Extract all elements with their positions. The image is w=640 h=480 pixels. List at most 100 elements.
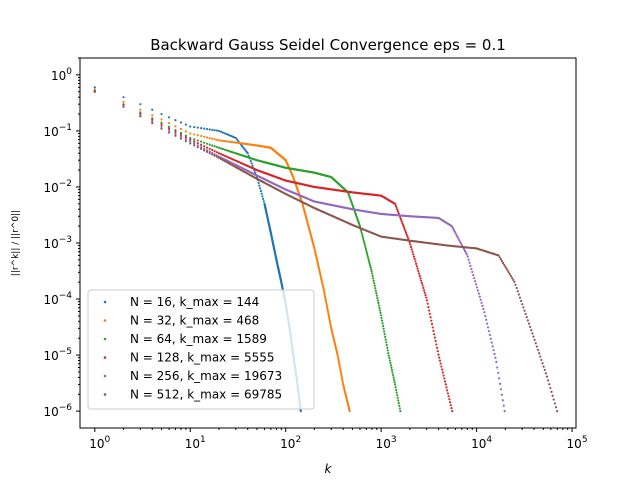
legend-box	[87, 289, 315, 410]
data-point	[196, 142, 199, 145]
data-point	[215, 151, 218, 154]
data-point	[554, 406, 558, 409]
data-point	[213, 153, 216, 156]
data-point	[406, 235, 409, 238]
data-point	[184, 136, 187, 139]
data-point	[122, 100, 125, 103]
data-point	[379, 314, 383, 317]
data-point	[338, 365, 341, 368]
data-point	[382, 327, 385, 330]
data-point	[454, 232, 457, 235]
data-point	[167, 125, 171, 128]
data-point	[225, 160, 228, 164]
data-point	[514, 283, 517, 286]
data-point	[492, 349, 495, 352]
data-point	[534, 342, 537, 345]
data-point	[184, 134, 187, 137]
data-point	[503, 410, 506, 413]
data-point	[193, 138, 196, 141]
data-point	[526, 319, 529, 322]
data-point	[327, 314, 330, 317]
data-point	[341, 377, 344, 381]
data-point	[502, 261, 505, 265]
data-point	[205, 146, 209, 149]
data-point	[336, 353, 339, 356]
data-point	[484, 314, 487, 318]
data-point	[412, 255, 416, 258]
data-point	[227, 160, 230, 163]
data-point	[474, 283, 478, 286]
data-point	[336, 355, 339, 358]
data-point	[518, 296, 522, 299]
data-point	[221, 158, 225, 162]
x-tick-label: 105	[567, 435, 588, 451]
data-point	[399, 218, 403, 221]
data-point	[380, 319, 384, 322]
data-point	[193, 142, 196, 145]
data-point	[538, 352, 541, 355]
data-point	[366, 253, 369, 257]
data-point	[386, 346, 389, 349]
data-point	[167, 122, 171, 125]
data-point	[373, 282, 376, 285]
data-point	[189, 140, 192, 143]
data-point	[499, 258, 502, 261]
data-point	[551, 394, 554, 397]
x-tick-label: 104	[471, 435, 492, 451]
data-point	[457, 237, 460, 240]
data-point	[221, 157, 225, 160]
data-point	[189, 142, 192, 145]
data-point	[361, 235, 364, 238]
data-point	[455, 234, 458, 237]
data-point	[139, 115, 142, 118]
chart-title: Backward Gauss Seidel Convergence eps = …	[150, 36, 506, 54]
data-point	[219, 153, 223, 156]
data-point	[483, 311, 486, 314]
data-point	[179, 137, 183, 140]
data-point	[382, 324, 385, 328]
data-point	[339, 369, 342, 372]
data-point	[389, 364, 393, 367]
data-point	[394, 386, 397, 389]
data-point	[184, 130, 187, 133]
legend-label: N = 512, k_max = 69785	[130, 388, 282, 402]
data-point	[427, 306, 430, 309]
data-point	[420, 279, 423, 282]
legend-marker	[103, 356, 107, 359]
data-point	[257, 181, 260, 184]
data-point	[512, 278, 515, 282]
data-point	[362, 239, 365, 242]
data-point	[184, 140, 187, 143]
data-point	[193, 144, 196, 147]
data-point	[443, 377, 446, 380]
data-point	[542, 365, 545, 368]
data-point	[417, 272, 421, 275]
data-point	[434, 339, 437, 343]
data-point	[215, 129, 218, 132]
data-point	[200, 147, 203, 150]
data-point	[370, 270, 373, 273]
data-point	[372, 277, 375, 280]
data-point	[221, 131, 225, 134]
data-point	[397, 402, 400, 405]
data-point	[399, 410, 402, 413]
data-point	[520, 299, 523, 303]
data-point	[241, 145, 244, 148]
data-point	[219, 139, 223, 142]
data-point	[500, 260, 504, 263]
data-point	[363, 241, 366, 244]
data-point	[432, 329, 435, 332]
data-point	[160, 123, 163, 126]
y-axis-ticks: 10−6 10−5 10−4 10−3 10−2 10−1 100	[43, 57, 80, 419]
data-point	[328, 319, 331, 322]
data-point	[151, 122, 154, 125]
data-point	[151, 117, 154, 120]
data-point	[443, 380, 447, 383]
data-point	[213, 129, 216, 132]
data-point	[208, 152, 211, 155]
data-point	[548, 383, 551, 386]
data-point	[390, 366, 393, 369]
data-point	[329, 324, 332, 327]
data-point	[435, 346, 439, 349]
data-point	[383, 330, 386, 333]
